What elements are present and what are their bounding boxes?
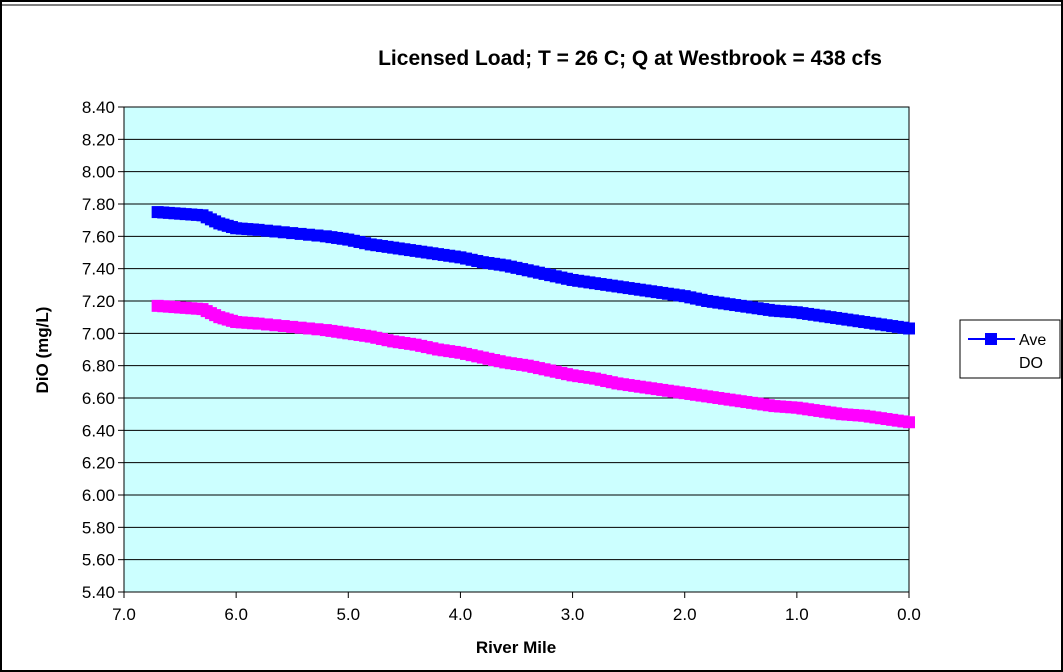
- y-axis-title: DiO (mg/L): [33, 307, 52, 394]
- x-tick-label: 7.0: [112, 605, 136, 624]
- chart-title: Licensed Load; T = 26 C; Q at Westbrook …: [378, 47, 882, 70]
- y-tick-label: 5.40: [82, 583, 115, 602]
- y-tick-label: 8.20: [82, 130, 115, 149]
- y-tick-label: 8.40: [82, 98, 115, 117]
- y-tick-label: 5.60: [82, 551, 115, 570]
- y-tick-label: 6.60: [82, 389, 115, 408]
- data-point-ave-do: [903, 322, 915, 335]
- x-tick-label: 2.0: [673, 605, 697, 624]
- y-tick-label: 6.20: [82, 454, 115, 473]
- x-axis-ticks: 7.0 6.0 5.0 4.0 3.0 2.0 1.0 0.0: [112, 592, 921, 624]
- legend: Ave DO: [959, 319, 1061, 379]
- y-tick-label: 6.00: [82, 486, 115, 505]
- plot-area: [123, 106, 910, 593]
- legend-label-do: DO: [1019, 355, 1043, 372]
- series-layer: [151, 206, 915, 429]
- y-tick-label: 7.20: [82, 292, 115, 311]
- y-tick-label: 8.00: [82, 163, 115, 182]
- y-tick-label: 6.80: [82, 357, 115, 376]
- legend-label-ave: Ave: [1019, 332, 1046, 349]
- x-tick-label: 6.0: [224, 605, 248, 624]
- legend-marker-ave-do: [985, 333, 997, 345]
- data-point-ave-do: [252, 223, 265, 236]
- x-tick-label: 4.0: [449, 605, 473, 624]
- y-tick-label: 7.00: [82, 324, 115, 343]
- data-point-series-2: [252, 317, 265, 330]
- y-tick-label: 7.40: [82, 260, 115, 279]
- x-tick-label: 5.0: [336, 605, 360, 624]
- y-tick-label: 7.60: [82, 227, 115, 246]
- y-tick-label: 5.80: [82, 518, 115, 537]
- x-tick-label: 0.0: [897, 605, 921, 624]
- x-tick-label: 3.0: [561, 605, 585, 624]
- legend-box: [959, 319, 1061, 379]
- x-tick-label: 1.0: [785, 605, 809, 624]
- y-tick-label: 7.80: [82, 195, 115, 214]
- y-tick-label: 6.40: [82, 421, 115, 440]
- x-axis-title: River Mile: [476, 638, 556, 657]
- data-point-series-2: [903, 416, 915, 429]
- y-axis-ticks: 5.40 5.60 5.80 6.00 6.20 6.40 6.60 6.80 7.00 7.20…: [82, 98, 124, 602]
